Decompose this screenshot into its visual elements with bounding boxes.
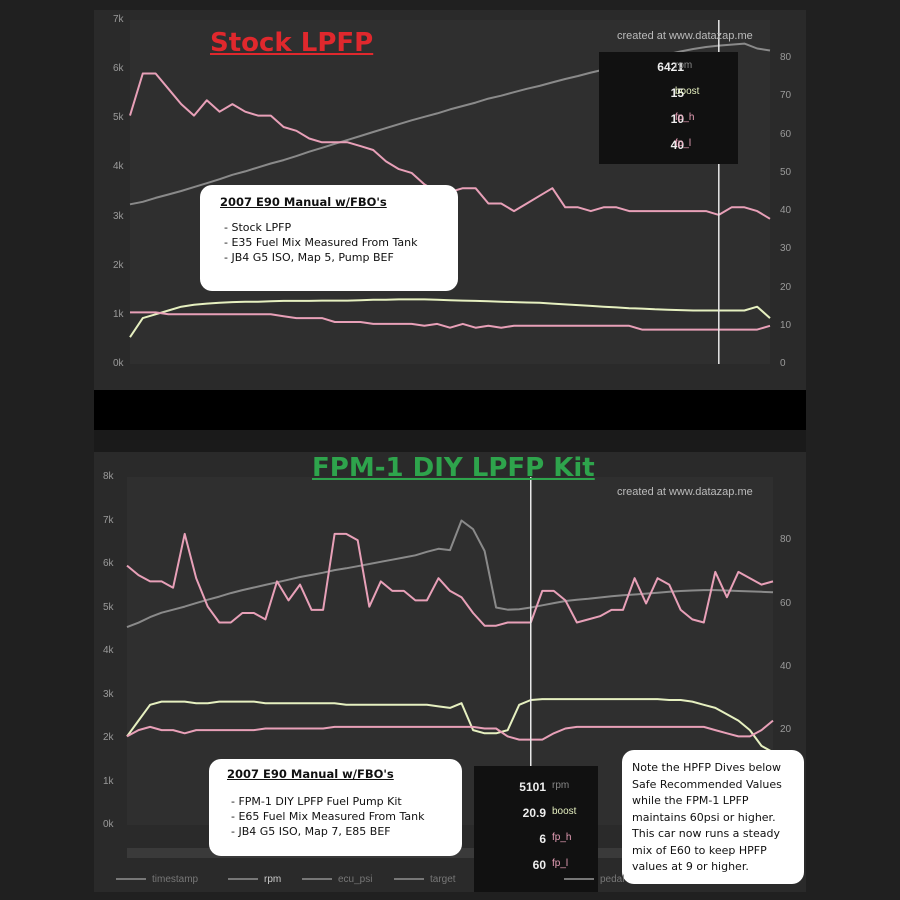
- readout-unit: boost: [552, 806, 577, 817]
- y-tick-label: 5k: [103, 601, 114, 613]
- annotation-item: - E65 Fuel Mix Measured From Tank: [231, 810, 425, 823]
- readout-unit: fp_l: [552, 858, 569, 869]
- y2-tick-label: 30: [780, 243, 792, 255]
- panel-divider: [94, 430, 806, 452]
- y-tick-label: 2k: [103, 732, 114, 743]
- legend-item[interactable]: ecu_psi: [302, 874, 372, 885]
- legend-label: timestamp: [152, 874, 199, 885]
- readout-unit: rpm: [675, 60, 693, 71]
- callout-note: Note the HPFP Dives below Safe Recommend…: [622, 750, 804, 884]
- legend-label: rpm: [264, 874, 282, 885]
- y-tick-label: 7k: [113, 14, 124, 25]
- readout-value: 20.9: [522, 806, 546, 820]
- readout-value: 5101: [519, 780, 546, 794]
- readout-unit: fp_h: [675, 112, 695, 123]
- y-tick-label: 4k: [113, 161, 124, 173]
- legend-item[interactable]: rpm: [228, 874, 281, 885]
- y2-tick-label: 50: [780, 166, 792, 178]
- legend-item[interactable]: target: [394, 874, 456, 885]
- chart-title: Stock LPFP: [210, 28, 374, 58]
- y2-tick-label: 10: [780, 319, 792, 331]
- y-tick-label: 0k: [113, 358, 124, 369]
- y2-tick-label: 80: [780, 52, 792, 64]
- readout-value: 60: [532, 858, 546, 872]
- readout-unit: fp_h: [552, 832, 572, 843]
- y-tick-label: 3k: [113, 210, 124, 222]
- y2-tick-label: 70: [780, 90, 792, 102]
- credit-text: created at www.datazap.me: [617, 30, 753, 42]
- series-line-fp_h: [130, 311, 771, 331]
- y-tick-label: 8k: [103, 471, 114, 482]
- annotation-item: - E35 Fuel Mix Measured From Tank: [224, 236, 418, 249]
- scroll-strip: [94, 390, 806, 430]
- y-tick-label: 5k: [113, 112, 124, 124]
- readout-unit: rpm: [552, 780, 570, 791]
- annotation-heading: 2007 E90 Manual w/FBO's: [220, 195, 387, 209]
- series-line-fp_h: [126, 719, 774, 741]
- value-readout: 6421 rpm 15 boost 10 fp_h 40 fp_l: [599, 52, 738, 164]
- legend-item[interactable]: pedal: [564, 874, 624, 885]
- readout-value: 10: [670, 112, 684, 126]
- y2-tick-label: 20: [780, 724, 792, 736]
- y2-tick-label: 40: [780, 660, 792, 672]
- y2-tick-label: 0: [780, 358, 786, 369]
- y2-tick-label: 60: [780, 128, 792, 140]
- y-tick-label: 2k: [113, 259, 124, 271]
- readout-value: 15: [670, 86, 684, 100]
- y-tick-label: 1k: [113, 308, 124, 320]
- chart-title: FPM-1 DIY LPFP Kit: [312, 453, 595, 483]
- legend-swatch: [394, 878, 424, 881]
- readout-value: 40: [670, 138, 684, 152]
- y-tick-label: 4k: [103, 645, 114, 656]
- readout-unit: fp_l: [675, 138, 692, 149]
- y2-tick-label: 80: [780, 534, 792, 546]
- y2-tick-label: 60: [780, 597, 792, 609]
- y2-tick-label: 40: [780, 205, 792, 217]
- credit-text: created at www.datazap.me: [617, 486, 753, 498]
- series-line-fp_l: [126, 532, 774, 627]
- readout-unit: boost: [675, 86, 700, 97]
- annotation-item: - JB4 G5 ISO, Map 5, Pump BEF: [224, 251, 394, 264]
- legend-label: ecu_psi: [338, 874, 373, 885]
- legend-swatch: [302, 878, 332, 881]
- y-tick-label: 6k: [113, 63, 124, 75]
- readout-value: 6421: [657, 60, 684, 74]
- y-tick-label: 7k: [103, 514, 114, 526]
- series-line-boost: [126, 698, 774, 754]
- annotation-heading: 2007 E90 Manual w/FBO's: [227, 767, 394, 781]
- series-line-boost: [129, 298, 771, 338]
- legend-item[interactable]: timestamp: [116, 874, 198, 885]
- annotation-box: 2007 E90 Manual w/FBO's - FPM-1 DIY LPFP…: [209, 759, 462, 856]
- value-readout: 5101 rpm 20.9 boost 6 fp_h 60 fp_l: [474, 766, 598, 892]
- legend-label: target: [430, 874, 456, 885]
- legend-swatch: [564, 878, 594, 881]
- readout-value: 6: [539, 832, 546, 846]
- series-line-rpm: [126, 519, 774, 629]
- legend-swatch: [228, 878, 258, 881]
- y-tick-label: 3k: [103, 688, 114, 700]
- annotation-item: - FPM-1 DIY LPFP Fuel Pump Kit: [231, 795, 402, 808]
- legend-swatch: [116, 878, 146, 881]
- y2-tick-label: 20: [780, 281, 792, 293]
- chart-legend: timestamp rpm ecu_psi target pedal: [94, 870, 806, 892]
- annotation-box: 2007 E90 Manual w/FBO's - Stock LPFP - E…: [200, 185, 458, 291]
- y-tick-label: 0k: [103, 819, 114, 830]
- y-tick-label: 6k: [103, 558, 114, 569]
- y-tick-label: 1k: [103, 775, 114, 787]
- legend-label: pedal: [600, 874, 625, 885]
- annotation-item: - JB4 G5 ISO, Map 7, E85 BEF: [231, 825, 391, 838]
- annotation-item: - Stock LPFP: [224, 221, 292, 234]
